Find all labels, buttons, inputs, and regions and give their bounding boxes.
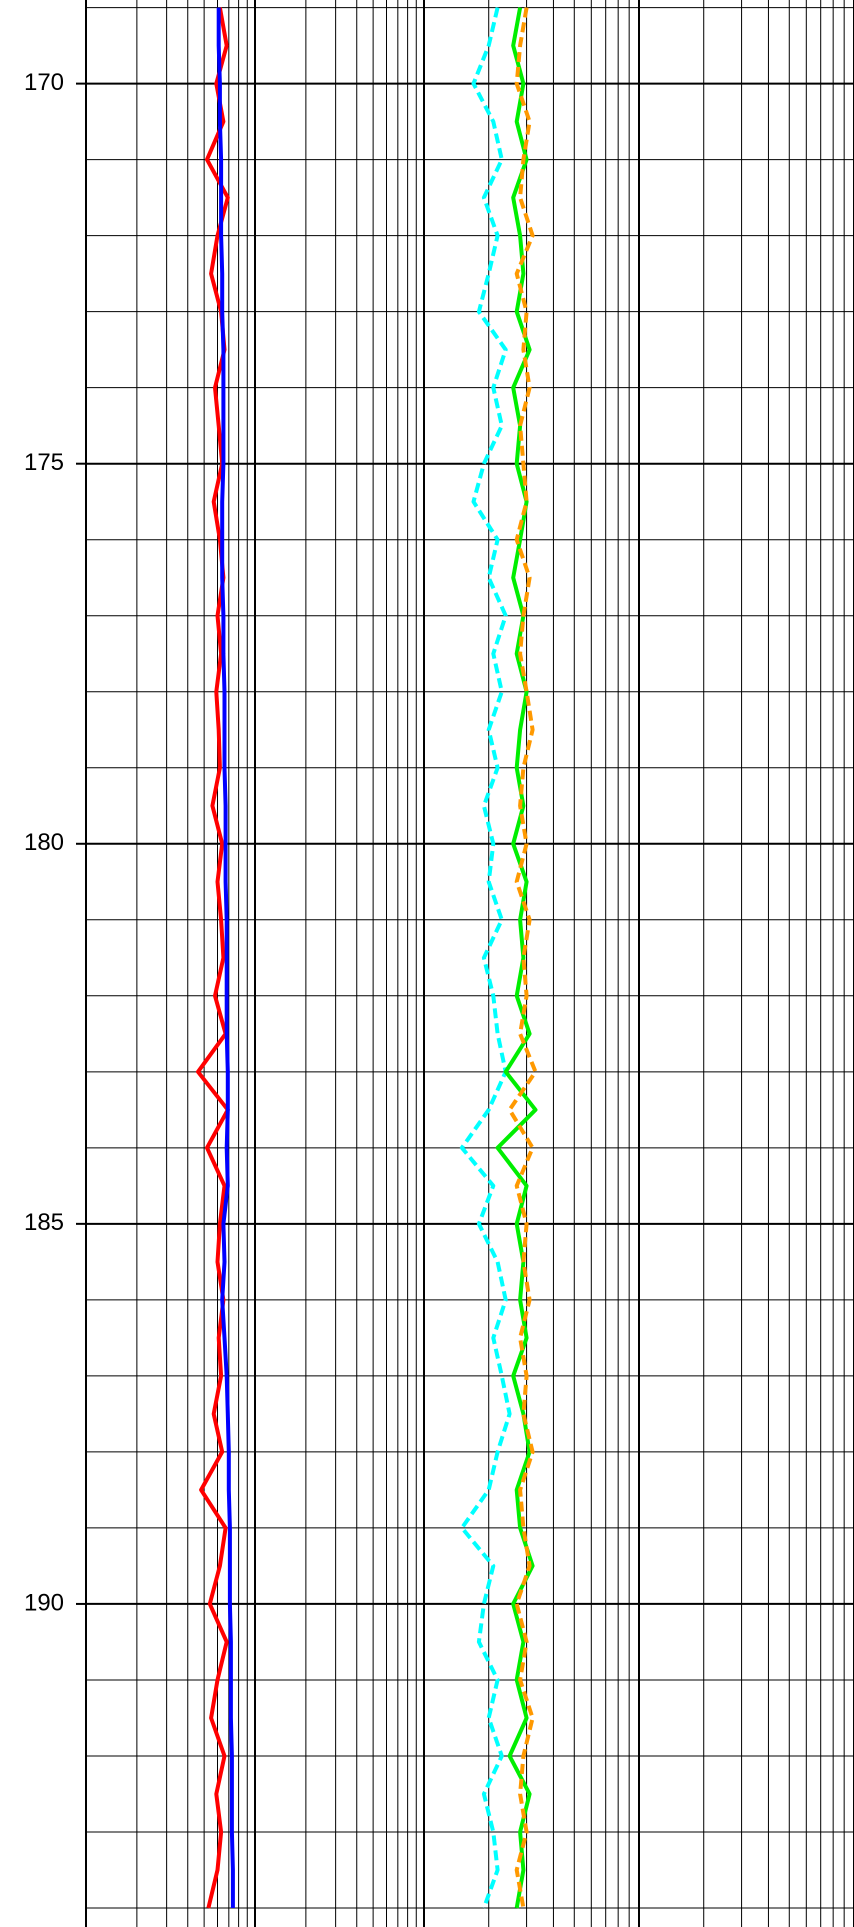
- log-curve: [507, 7, 538, 1909]
- y-tick-label: 180: [24, 829, 64, 856]
- y-tick-label: 185: [24, 1209, 64, 1236]
- log-curve: [216, 7, 235, 1908]
- log-curve: [459, 7, 512, 1909]
- y-tick-label: 190: [24, 1589, 64, 1616]
- log-curve: [495, 7, 538, 1909]
- y-tick-label: 170: [24, 69, 64, 96]
- y-tick-label: 175: [24, 449, 64, 476]
